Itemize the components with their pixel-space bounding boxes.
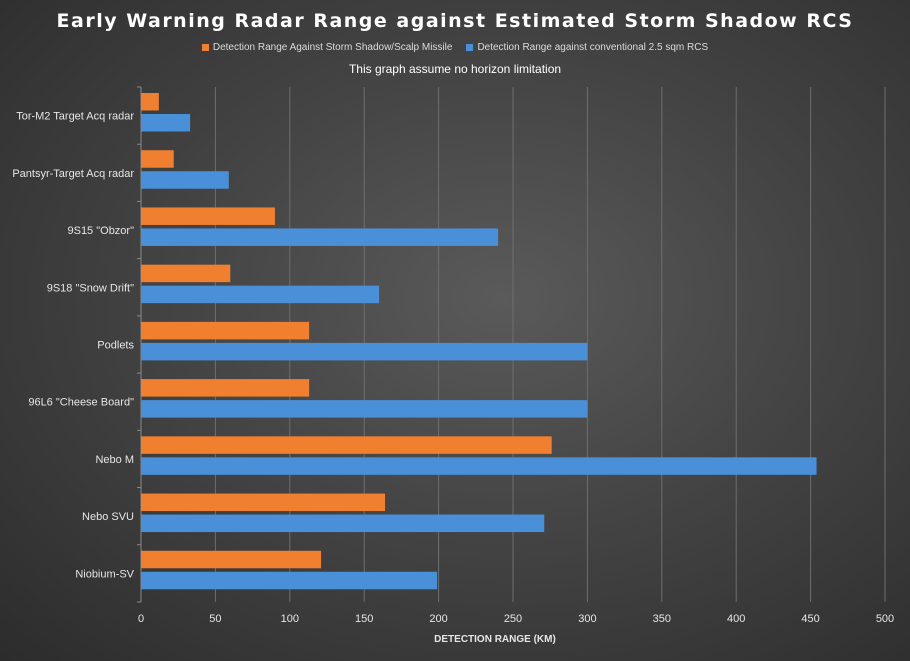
bar-storm-shadow-5 bbox=[141, 379, 310, 397]
x-tick-label-450: 450 bbox=[801, 613, 819, 625]
legend-swatch-conventional-rcs bbox=[466, 44, 474, 51]
x-tick-label-400: 400 bbox=[727, 613, 745, 625]
x-tick-label-50: 50 bbox=[209, 613, 221, 625]
bar-conventional-rcs-2 bbox=[141, 228, 499, 246]
legend-label-storm-shadow: Detection Range Against Storm Shadow/Sca… bbox=[212, 42, 453, 53]
y-tick-label-6: Nebo M bbox=[95, 454, 134, 466]
bar-storm-shadow-8 bbox=[141, 550, 322, 569]
x-tick-label-300: 300 bbox=[578, 613, 596, 625]
legend-entry-conventional-rcs: Detection Range against conventional 2.5… bbox=[466, 42, 708, 53]
bar-storm-shadow-0 bbox=[141, 93, 159, 111]
y-tick-label-0: Tor-M2 Target Acq radar bbox=[16, 111, 134, 123]
bar-storm-shadow-1 bbox=[141, 150, 174, 168]
bar-storm-shadow-4 bbox=[141, 321, 310, 340]
y-tick-label-3: 9S18 "Snow Drift" bbox=[47, 282, 134, 294]
x-tick-label-350: 350 bbox=[653, 613, 671, 625]
bar-storm-shadow-3 bbox=[141, 264, 231, 283]
legend-label-conventional-rcs: Detection Range against conventional 2.5… bbox=[477, 42, 709, 53]
y-tick-label-5: 96L6 "Cheese Board" bbox=[28, 397, 134, 409]
chart-legend: Detection Range Against Storm Shadow/Sca… bbox=[0, 42, 910, 53]
y-tick-label-7: Nebo SVU bbox=[82, 511, 134, 523]
bar-conventional-rcs-7 bbox=[141, 514, 545, 533]
x-tick-label-150: 150 bbox=[355, 613, 373, 625]
bar-conventional-rcs-0 bbox=[141, 114, 191, 132]
x-tick-label-100: 100 bbox=[281, 613, 299, 625]
x-tick-label-500: 500 bbox=[876, 613, 894, 625]
bar-conventional-rcs-3 bbox=[141, 285, 380, 304]
x-axis-title: DETECTION RANGE (KM) bbox=[434, 634, 556, 645]
legend-entry-storm-shadow: Detection Range Against Storm Shadow/Sca… bbox=[201, 42, 453, 53]
bar-conventional-rcs-5 bbox=[141, 400, 588, 418]
y-tick-label-2: 9S15 "Obzor" bbox=[67, 225, 134, 237]
x-tick-label-200: 200 bbox=[429, 613, 447, 625]
chart-title: Early Warning Radar Range against Estima… bbox=[56, 10, 854, 32]
bar-storm-shadow-7 bbox=[141, 493, 386, 512]
chart-subtitle: This graph assume no horizon limitation bbox=[348, 62, 562, 76]
bar-conventional-rcs-8 bbox=[141, 571, 438, 590]
y-tick-label-8: Niobium-SV bbox=[75, 568, 134, 580]
legend-swatch-storm-shadow bbox=[201, 44, 209, 51]
y-tick-label-4: Podlets bbox=[97, 340, 134, 352]
bar-conventional-rcs-6 bbox=[141, 457, 817, 475]
bar-conventional-rcs-1 bbox=[141, 171, 229, 189]
x-tick-label-250: 250 bbox=[504, 613, 522, 625]
bar-storm-shadow-2 bbox=[141, 207, 275, 225]
bar-storm-shadow-6 bbox=[141, 436, 552, 454]
x-tick-label-0: 0 bbox=[138, 613, 144, 625]
y-tick-label-1: Pantsyr-Target Acq radar bbox=[12, 168, 134, 180]
bar-conventional-rcs-4 bbox=[141, 342, 588, 361]
